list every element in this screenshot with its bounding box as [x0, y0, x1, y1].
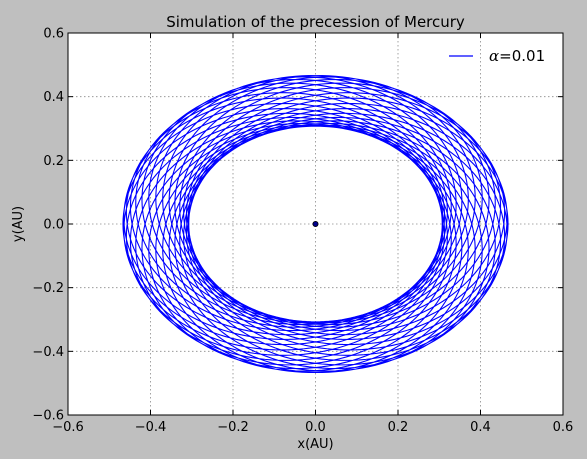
y-tick-label: 0.2 — [43, 154, 64, 169]
y-tick-label: 0.6 — [43, 27, 64, 42]
x-tick-label: 0.2 — [388, 420, 409, 435]
orbit-line — [122, 75, 509, 373]
axis-tick-labels: −0.6 −0.4 −0.2 0.0 0.2 0.4 0.6 −0.6 −0.4 −0.2 0.0 0… — [32, 27, 573, 436]
y-tick-label: 0.0 — [43, 218, 64, 233]
chart-title: Simulation of the precession of Mercury — [166, 13, 465, 31]
y-tick-label: 0.4 — [43, 90, 64, 105]
x-tick-label: 0.4 — [470, 420, 491, 435]
x-tick-label: −0.2 — [217, 420, 249, 435]
y-tick-label: −0.6 — [32, 409, 64, 424]
x-tick-label: 0.0 — [305, 420, 326, 435]
y-tick-label: −0.2 — [32, 281, 64, 296]
legend-label-symbol: α — [489, 47, 499, 65]
legend-label: α=0.01 — [489, 47, 545, 65]
legend-label-value: =0.01 — [499, 47, 545, 65]
y-tick-label: −0.4 — [32, 345, 64, 360]
sun-marker — [312, 220, 319, 227]
y-axis-label: y(AU) — [11, 206, 26, 242]
x-tick-label: 0.6 — [553, 420, 574, 435]
x-tick-label: −0.4 — [135, 420, 167, 435]
x-axis-label: x(AU) — [297, 437, 333, 452]
axes-frame — [67, 32, 564, 416]
x-tick-label: −0.6 — [52, 420, 84, 435]
legend: α=0.01 — [449, 47, 545, 65]
